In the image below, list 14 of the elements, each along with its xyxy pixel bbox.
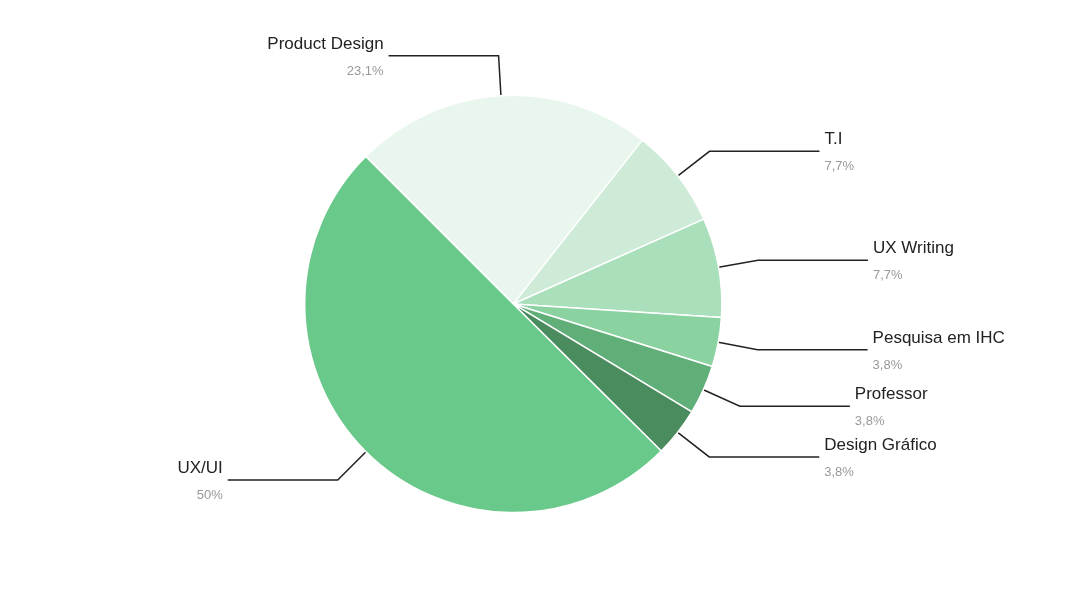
- slice-label: Pesquisa em IHC: [872, 327, 1005, 347]
- slice-label: Professor: [854, 384, 928, 404]
- data-label: 7,7%: [872, 267, 904, 283]
- slice-label: UX Writing: [872, 238, 954, 258]
- data-label: 3,8%: [872, 356, 903, 372]
- data-label: 23,1%: [346, 62, 385, 78]
- data-label: 7,7%: [824, 158, 855, 174]
- slice-label: UX/UI: [177, 458, 223, 478]
- data-label: 50%: [196, 487, 224, 503]
- slice-label: Product Design: [267, 33, 384, 53]
- data-label: 3,8%: [824, 463, 855, 479]
- slice-label: T.I: [824, 129, 843, 149]
- slice-label: Design Gráfico: [824, 434, 937, 454]
- data-label: 3,8%: [854, 413, 885, 429]
